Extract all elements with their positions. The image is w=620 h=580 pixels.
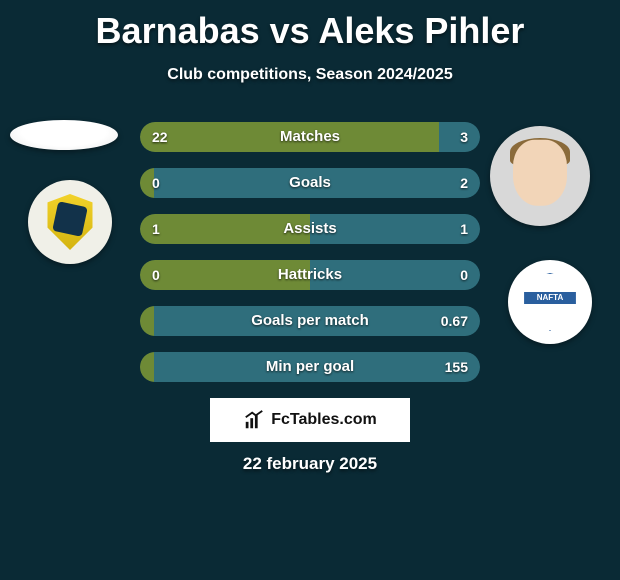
brand-badge: FcTables.com — [210, 398, 410, 442]
stat-row: Goals0 2 — [140, 168, 480, 198]
stat-label: Goals per match — [140, 306, 480, 336]
stat-value-right: 0 — [460, 260, 468, 290]
stat-row: Hattricks0 0 — [140, 260, 480, 290]
stat-row: Assists1 1 — [140, 214, 480, 244]
stat-value-right: 155 — [445, 352, 468, 382]
shield-icon — [45, 194, 95, 250]
chart-icon — [243, 409, 265, 431]
stat-row: Goals per match0.67 — [140, 306, 480, 336]
page-title: Barnabas vs Aleks Pihler — [0, 0, 620, 52]
stat-value-left: 0 — [152, 168, 160, 198]
date-label: 22 february 2025 — [0, 454, 620, 474]
stat-label: Goals — [140, 168, 480, 198]
stat-value-left: 22 — [152, 122, 168, 152]
stat-value-right: 1 — [460, 214, 468, 244]
club-badge-left — [28, 180, 112, 264]
player-photo-left — [10, 120, 118, 150]
club-badge-right — [508, 260, 592, 344]
stats-area: Matches223Goals02Assists11Hattricks00Goa… — [140, 122, 480, 398]
stat-value-left: 0 — [152, 260, 160, 290]
player-photo-right — [490, 126, 590, 226]
stat-label: Assists — [140, 214, 480, 244]
stat-label: Hattricks — [140, 260, 480, 290]
stat-label: Matches — [140, 122, 480, 152]
stat-value-right: 2 — [460, 168, 468, 198]
stat-label: Min per goal — [140, 352, 480, 382]
brand-label: FcTables.com — [271, 411, 377, 429]
stat-value-right: 0.67 — [441, 306, 468, 336]
stat-row: Min per goal155 — [140, 352, 480, 382]
stat-value-right: 3 — [460, 122, 468, 152]
subtitle: Club competitions, Season 2024/2025 — [0, 66, 620, 84]
shield-icon — [523, 273, 577, 331]
stat-row: Matches22 3 — [140, 122, 480, 152]
stat-value-left: 1 — [152, 214, 160, 244]
